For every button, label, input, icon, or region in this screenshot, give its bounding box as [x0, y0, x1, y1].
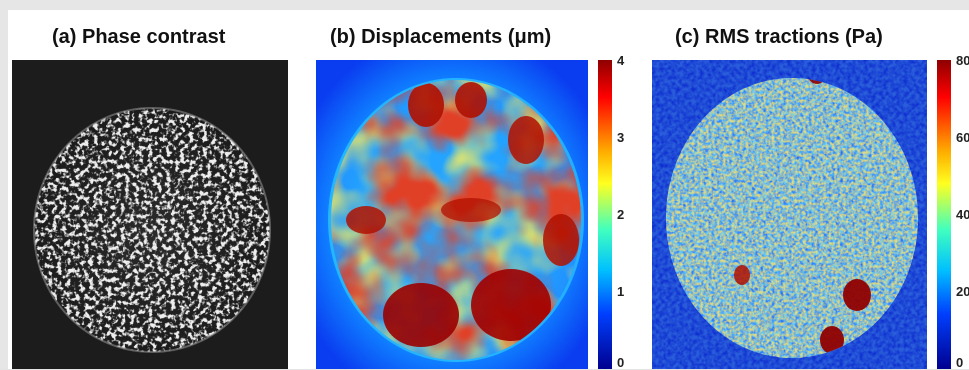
cell-colony-texture	[34, 108, 270, 352]
panel-a-title: (a) Phase contrast	[52, 26, 226, 48]
phase-contrast-image	[12, 60, 288, 369]
traction-tick-40: 40	[956, 207, 969, 222]
displacement-tick-4: 4	[617, 53, 625, 68]
displacement-tick-2: 2	[617, 207, 625, 222]
displacement-tick-0: 0	[617, 355, 625, 370]
panel-c-title: (c) RMS tractions (Pa)	[675, 26, 883, 48]
displacement-colorbar	[598, 60, 612, 369]
traction-tick-60: 60	[956, 130, 969, 145]
displacement-svg	[316, 60, 588, 369]
phase-contrast-svg	[12, 60, 288, 369]
traction-colorbar	[937, 60, 951, 369]
traction-svg	[652, 60, 927, 369]
traction-map	[652, 60, 927, 369]
panel-b-title: (b) Displacements (μm)	[330, 26, 552, 48]
displacement-map	[316, 60, 588, 369]
displacement-tick-3: 3	[617, 130, 625, 145]
traction-tick-20: 20	[956, 284, 969, 299]
traction-tick-0: 0	[956, 355, 964, 370]
traction-tick-80: 80	[956, 53, 969, 68]
displacement-tick-1: 1	[617, 284, 625, 299]
colony-edge	[33, 107, 271, 353]
